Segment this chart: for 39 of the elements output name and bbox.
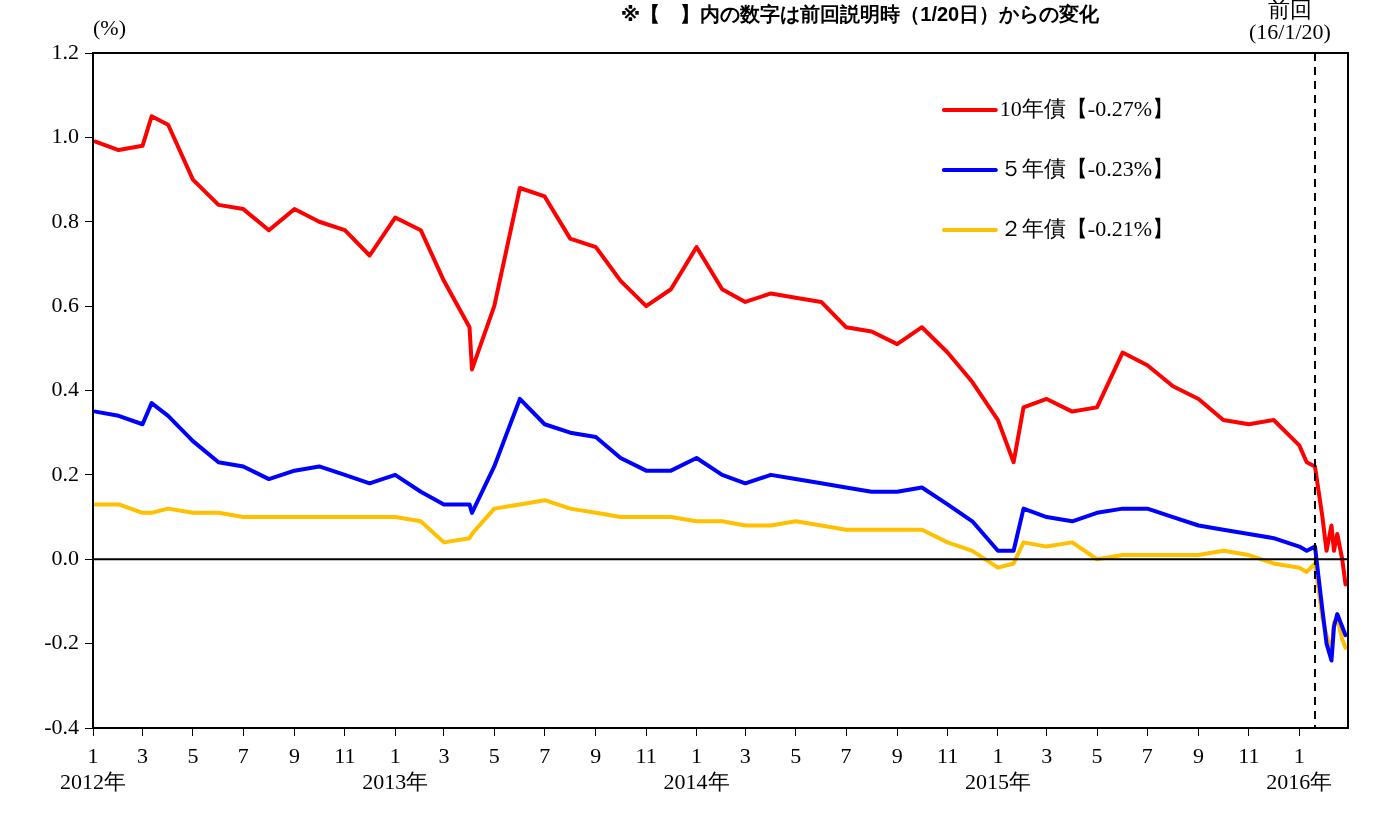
y-tick-label: -0.4 <box>44 713 79 739</box>
x-tick-label: 9 <box>891 742 903 768</box>
x-tick-label: 11 <box>936 742 959 768</box>
y-tick-label: 0.8 <box>51 207 79 233</box>
x-tick-label: 3 <box>739 742 751 768</box>
y-tick-label: -0.2 <box>44 629 79 655</box>
legend-label: ５年債【-0.23%】 <box>999 155 1174 181</box>
y-tick-label: 0.0 <box>51 545 79 571</box>
x-tick-label: 5 <box>488 742 500 768</box>
x-tick-label: 1 2014年 <box>663 742 730 795</box>
y-tick-label: 1.0 <box>51 123 79 149</box>
x-tick-label: 1 2015年 <box>964 742 1031 795</box>
x-tick-label: 5 <box>790 742 802 768</box>
x-tick-label: 9 <box>1193 742 1205 768</box>
x-tick-label: 11 <box>334 742 356 768</box>
x-tick-label: 7 <box>840 742 852 768</box>
x-tick-label: 1 2013年 <box>362 742 429 795</box>
x-tick-label: 1 2012年 <box>60 742 126 795</box>
legend-label: 10年債【-0.27%】 <box>999 95 1174 121</box>
y-tick-label: 0.6 <box>51 291 79 317</box>
legend-label: ２年債【-0.21%】 <box>999 215 1174 241</box>
x-tick-label: 3 <box>1041 742 1053 768</box>
chart-title: ※【 】内の数字は前回説明時（1/20日）からの変化 <box>620 2 1101 25</box>
x-tick-label: 7 <box>539 742 551 768</box>
x-tick-label: 9 <box>590 742 602 768</box>
x-tick-label: 1 2016年 <box>1266 742 1333 795</box>
y-tick-label: 0.2 <box>51 460 79 486</box>
x-tick-label: 3 <box>438 742 450 768</box>
x-tick-label: 11 <box>1238 742 1260 768</box>
x-tick-label: 5 <box>1091 742 1103 768</box>
x-tick-label: 7 <box>237 742 249 768</box>
x-tick-label: 7 <box>1141 742 1153 768</box>
x-tick-label: 3 <box>137 742 149 768</box>
y-tick-label: 0.4 <box>51 376 79 402</box>
x-tick-label: 5 <box>187 742 199 768</box>
y-tick-label: 1.2 <box>51 38 79 64</box>
y-axis-title: (%) <box>93 15 126 40</box>
x-tick-label: 9 <box>288 742 300 768</box>
x-tick-label: 11 <box>635 742 657 768</box>
